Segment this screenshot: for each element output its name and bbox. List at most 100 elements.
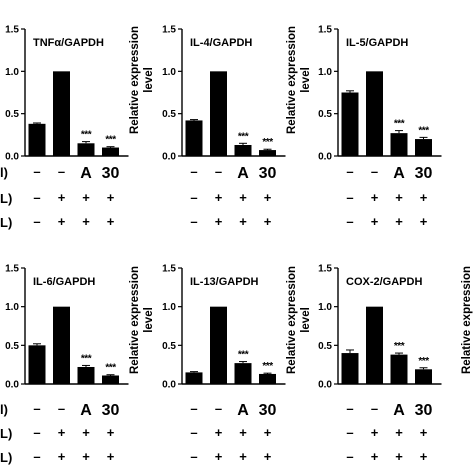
significance-label: *** bbox=[262, 361, 273, 372]
condition-symbol: + bbox=[215, 449, 223, 464]
condition-symbol: A bbox=[80, 402, 92, 419]
condition-symbol: + bbox=[264, 425, 272, 440]
condition-symbol: + bbox=[239, 214, 247, 229]
significance-label: *** bbox=[394, 119, 405, 130]
condition-symbol: + bbox=[107, 449, 115, 464]
y-tick-label: 0.5 bbox=[318, 341, 332, 352]
y-tick-label: 0.5 bbox=[318, 109, 332, 120]
condition-symbol: + bbox=[215, 190, 223, 205]
y-tick-label: 0.0 bbox=[162, 380, 176, 391]
condition-symbol: – bbox=[215, 164, 222, 179]
y-axis-label: Relative expression level bbox=[286, 266, 312, 374]
significance-label: *** bbox=[105, 135, 116, 146]
condition-symbol: + bbox=[107, 425, 115, 440]
condition-symbol: 30 bbox=[102, 402, 120, 419]
panel-title: TNFα/GAPDH bbox=[33, 37, 104, 49]
condition-symbol: + bbox=[264, 449, 272, 464]
condition-symbol: – bbox=[58, 164, 65, 179]
condition-symbol: + bbox=[395, 425, 403, 440]
bar bbox=[28, 345, 46, 384]
condition-symbol: + bbox=[82, 425, 90, 440]
condition-symbol: A bbox=[237, 402, 249, 419]
bar bbox=[366, 71, 383, 156]
bar bbox=[210, 306, 227, 384]
condition-symbol: + bbox=[239, 449, 247, 464]
condition-symbol: – bbox=[346, 449, 353, 464]
bar bbox=[259, 150, 276, 156]
y-tick-label: 0.0 bbox=[162, 152, 176, 163]
condition-symbol: + bbox=[371, 214, 379, 229]
condition-row-label-fragments: l) L) L) l) L) L) bbox=[0, 165, 12, 465]
y-axis-label: Relative expression level bbox=[129, 26, 155, 134]
condition-symbol: A bbox=[393, 402, 405, 419]
condition-symbol: 30 bbox=[259, 402, 277, 419]
condition-symbol: – bbox=[33, 449, 40, 464]
condition-symbol: 30 bbox=[415, 402, 433, 419]
condition-symbol: + bbox=[82, 190, 90, 205]
bar bbox=[185, 120, 203, 156]
condition-symbol: + bbox=[420, 190, 428, 205]
condition-symbol: – bbox=[58, 401, 65, 416]
bar bbox=[234, 144, 252, 156]
condition-symbol: + bbox=[420, 449, 428, 464]
y-tick-label: 1.5 bbox=[162, 264, 176, 275]
y-tick-label: 1.0 bbox=[162, 302, 176, 313]
significance-label: *** bbox=[262, 137, 273, 148]
panel-title: IL-13/GAPDH bbox=[190, 276, 259, 288]
condition-symbol: + bbox=[395, 190, 403, 205]
bar bbox=[390, 354, 408, 384]
condition-symbol: – bbox=[346, 164, 353, 179]
y-tick-label: 1.0 bbox=[318, 67, 332, 78]
condition-symbol: + bbox=[264, 214, 272, 229]
condition-symbol: + bbox=[371, 425, 379, 440]
condition-symbol: – bbox=[190, 401, 197, 416]
chart-panel: 0.0 0.5 1.0 1.5 IL-13/GAPDH *** *** Relative ex… bbox=[129, 264, 286, 464]
y-tick-label: 0.5 bbox=[5, 109, 19, 120]
y-tick-label: 0.0 bbox=[318, 152, 332, 163]
bar bbox=[102, 147, 119, 156]
significance-label: *** bbox=[238, 131, 249, 142]
condition-symbol: – bbox=[346, 401, 353, 416]
panel-title: IL-6/GAPDH bbox=[33, 276, 95, 288]
condition-symbol: – bbox=[190, 449, 197, 464]
bar bbox=[234, 363, 252, 384]
y-tick-label: 0.5 bbox=[5, 341, 19, 352]
condition-symbol: – bbox=[190, 425, 197, 440]
bar bbox=[185, 372, 203, 384]
condition-symbol: + bbox=[371, 190, 379, 205]
y-tick-label: 1.5 bbox=[318, 25, 332, 36]
significance-label: *** bbox=[418, 356, 429, 367]
condition-symbol: + bbox=[107, 190, 115, 205]
condition-symbol: + bbox=[371, 449, 379, 464]
bar bbox=[259, 373, 276, 384]
condition-symbol: – bbox=[33, 164, 40, 179]
significance-label: *** bbox=[81, 353, 92, 364]
row-label-fragment: l) bbox=[0, 165, 8, 180]
y-tick-label: 1.5 bbox=[318, 264, 332, 275]
bar bbox=[415, 369, 432, 384]
significance-label: *** bbox=[394, 341, 405, 352]
y-tick-label: 0.0 bbox=[318, 380, 332, 391]
condition-symbol: + bbox=[58, 214, 66, 229]
significance-label: *** bbox=[105, 363, 116, 374]
bar bbox=[341, 353, 359, 384]
significance-label: *** bbox=[238, 350, 249, 361]
bar bbox=[102, 375, 119, 384]
row-label-fragment: L) bbox=[0, 215, 12, 230]
condition-symbol: + bbox=[58, 449, 66, 464]
row-label-fragment: l) bbox=[0, 402, 8, 417]
bar bbox=[366, 306, 383, 384]
y-tick-label: 0.0 bbox=[5, 152, 19, 163]
y-axis-label: Relative expression level bbox=[129, 266, 155, 374]
condition-symbol: + bbox=[82, 214, 90, 229]
condition-symbol: 30 bbox=[102, 165, 120, 182]
condition-symbol: + bbox=[82, 449, 90, 464]
bar bbox=[53, 306, 70, 384]
condition-symbol: + bbox=[420, 425, 428, 440]
condition-symbol: – bbox=[215, 401, 222, 416]
chart-panel: 0.00.51.01.5IL-6/GAPDH******– – A 30– + + +– + +… bbox=[5, 264, 129, 464]
condition-symbol: + bbox=[58, 190, 66, 205]
